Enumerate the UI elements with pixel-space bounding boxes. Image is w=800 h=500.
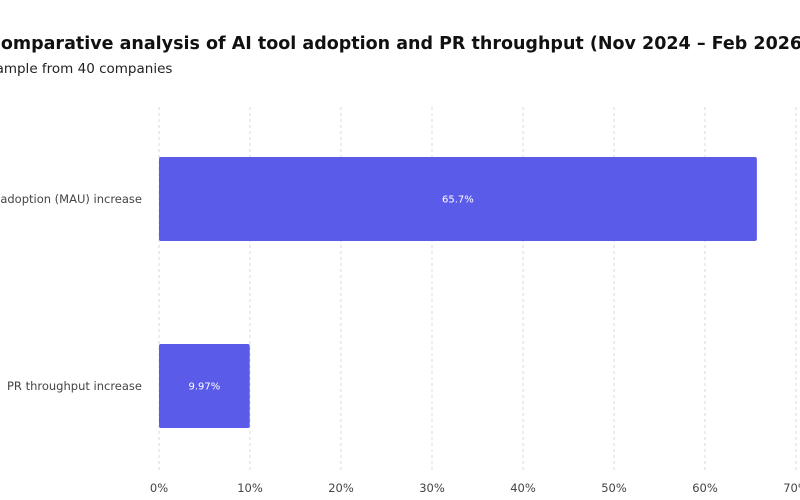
category-label: AI adoption (MAU) increase — [0, 192, 142, 206]
x-tick-label: 50% — [601, 481, 627, 495]
bar-data-label: 65.7% — [442, 195, 474, 206]
category-label: PR throughput increase — [7, 379, 142, 393]
x-tick-label: 30% — [419, 481, 445, 495]
bar — [159, 157, 757, 241]
chart-title: Comparative analysis of AI tool adoption… — [0, 34, 800, 54]
chart-subtitle: Sample from 40 companies — [0, 61, 173, 77]
bar — [159, 344, 250, 428]
bar-data-label: 9.97% — [188, 382, 220, 393]
x-tick-label: 40% — [510, 481, 536, 495]
x-tick-label: 0% — [150, 481, 168, 495]
x-tick-label: 70% — [783, 481, 800, 495]
x-tick-label: 10% — [237, 481, 263, 495]
x-tick-label: 20% — [328, 481, 354, 495]
x-tick-label: 60% — [692, 481, 718, 495]
